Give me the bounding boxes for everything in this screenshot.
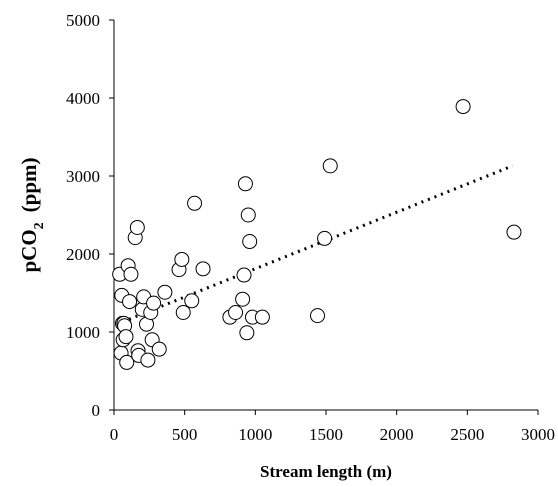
y-axis-title: pCO2 (ppm): [17, 157, 47, 272]
data-point: [129, 219, 145, 235]
x-tick-label: 2500: [450, 425, 484, 444]
data-point: [317, 230, 333, 246]
trendline-line: [121, 164, 514, 324]
x-axis-title: Stream length (m): [260, 462, 392, 481]
y-tick-label: 1000: [66, 323, 100, 342]
x-tick-label: 500: [172, 425, 198, 444]
data-point: [184, 293, 200, 309]
y-axis-title-subscript: 2: [32, 222, 47, 229]
axes: [109, 19, 539, 415]
x-tick-label: 3000: [521, 425, 555, 444]
x-tick-label: 0: [110, 425, 119, 444]
x-tick-labels: 0 500 1000 1500 2000 2500 3000: [110, 425, 555, 444]
data-point: [242, 234, 258, 250]
data-point: [122, 294, 138, 310]
y-tick-label: 3000: [66, 167, 100, 186]
data-point: [228, 305, 244, 320]
y-tick-label: 4000: [66, 89, 100, 108]
data-point: [236, 267, 252, 283]
data-point: [310, 308, 326, 324]
y-tick-label: 0: [92, 401, 101, 420]
data-point: [237, 176, 253, 192]
data-point: [140, 352, 156, 368]
data-point: [123, 266, 139, 282]
y-axis-title-unit: (ppm): [17, 157, 41, 212]
data-point: [235, 291, 251, 307]
data-point: [240, 207, 256, 223]
data-point: [187, 195, 203, 211]
y-tick-label: 2000: [66, 245, 100, 264]
trendline: [121, 164, 514, 324]
y-tick-label: 5000: [66, 11, 100, 30]
data-point: [175, 305, 191, 320]
data-points: [112, 99, 522, 370]
x-tick-label: 1500: [309, 425, 343, 444]
data-point: [254, 309, 270, 325]
data-point: [322, 158, 338, 174]
y-tick-labels: 0 1000 2000 3000 4000 5000: [66, 11, 100, 420]
x-tick-label: 2000: [380, 425, 414, 444]
data-point: [195, 261, 211, 277]
data-point: [146, 295, 162, 311]
data-point: [151, 341, 167, 357]
data-point: [174, 251, 190, 267]
x-tick-label: 1000: [238, 425, 272, 444]
data-point: [506, 224, 522, 240]
data-point: [455, 99, 471, 115]
data-point: [119, 354, 135, 370]
data-point: [239, 325, 255, 341]
data-point: [118, 329, 134, 345]
data-point: [157, 284, 173, 300]
y-axis-title-main: pCO: [17, 229, 41, 272]
